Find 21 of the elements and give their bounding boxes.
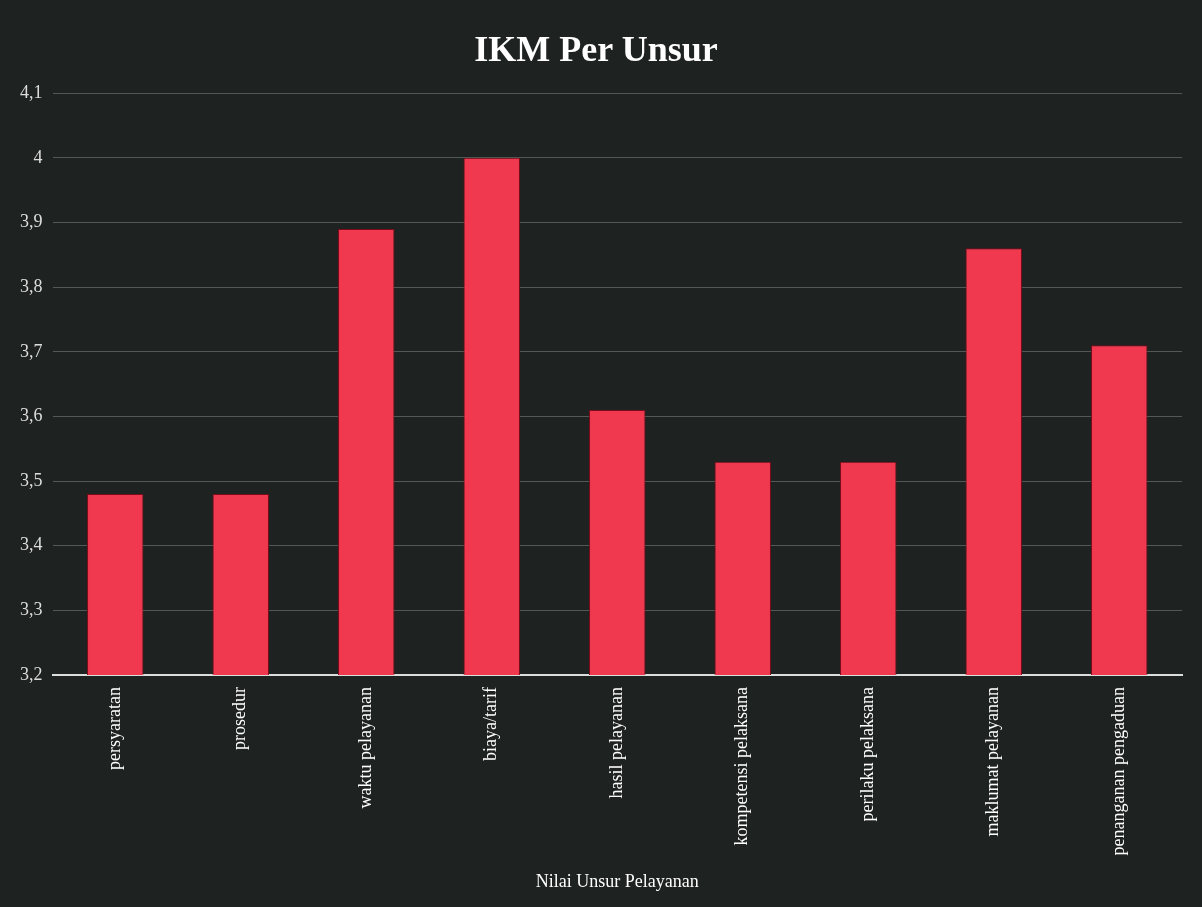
y-tick-label: 3,3 (20, 599, 43, 620)
y-tick-label: 3,8 (20, 275, 43, 296)
y-tick-label: 3,6 (20, 405, 43, 426)
x-tick-label: waktu pelayanan (354, 686, 375, 809)
y-tick-label: 3,4 (20, 534, 43, 555)
y-tick-label: 4,1 (20, 81, 43, 102)
y-tick-label: 3,9 (20, 211, 43, 232)
chart-title: IKM Per Unsur (474, 28, 718, 69)
x-tick-label: prosedur (229, 686, 250, 750)
y-tick-label: 3,2 (20, 663, 43, 684)
x-tick-label: penanganan pengaduan (1107, 686, 1128, 856)
x-tick-label: perilaku pelaksana (856, 686, 877, 822)
x-tick-label: hasil pelayanan (605, 686, 626, 799)
x-axis-title: Nilai Unsur Pelayanan (535, 870, 699, 891)
y-tick-label: 3,7 (20, 340, 43, 361)
x-tick-label: persyaratan (103, 686, 124, 770)
x-tick-label: kompetensi pelaksana (731, 686, 752, 846)
x-tick-label: maklumat pelayanan (982, 686, 1003, 837)
y-tick-label: 4 (33, 146, 43, 167)
x-tick-label: biaya/tarif (480, 686, 501, 761)
y-tick-label: 3,5 (20, 469, 43, 490)
